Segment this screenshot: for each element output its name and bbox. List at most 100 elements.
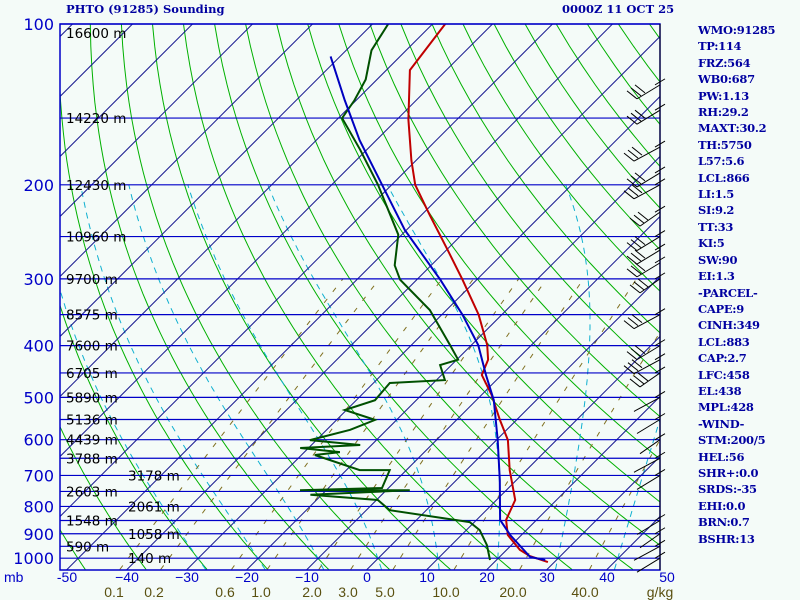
indices-panel: WMO:91285 TP:114 FRZ:564 WB0:687 PW:1.13 RH:2… (698, 22, 798, 547)
pressure-label: 600 (23, 431, 54, 450)
pressure-label: 100 (23, 15, 54, 34)
barb-flag (634, 236, 646, 245)
barb-tick (654, 353, 666, 361)
moist-adiabat (187, 184, 382, 570)
barb-flag (630, 175, 642, 185)
height-label: 9700 m (66, 272, 118, 288)
isotherm (60, 24, 433, 398)
barb-staff (636, 109, 661, 125)
barb-staff (636, 172, 661, 188)
dry-adiabat (369, 24, 660, 418)
barb-tick (654, 527, 666, 535)
moist-adiabat (614, 417, 660, 570)
barb-staff (639, 372, 661, 388)
barb-flag (637, 372, 649, 382)
moist-adiabat (267, 184, 440, 570)
isotherm (60, 24, 193, 158)
wind-barb-icon (636, 551, 666, 573)
mixing-ratio-label: 0.2 (144, 584, 164, 600)
barb-flag (634, 84, 646, 94)
height-label: 8575 m (66, 308, 118, 324)
dewpoint-line (299, 24, 491, 561)
isotherm (60, 24, 553, 518)
dry-adiabat (338, 24, 660, 460)
pressure-label: 500 (23, 388, 54, 407)
index-item: KI:5 (698, 236, 725, 251)
mixing-ratio-line (519, 331, 660, 570)
index-item: CAP:2.7 (698, 351, 747, 366)
barb-staff (636, 475, 661, 490)
pressure-label: 900 (23, 525, 54, 544)
isotherm (366, 275, 660, 570)
wind-barb-icon (639, 433, 666, 455)
mixing-ratio-label: 0.1 (104, 584, 124, 600)
mixing-ratio-label: 20.0 (499, 584, 526, 600)
index-item: RH:29.2 (698, 105, 749, 120)
barb-tick (654, 243, 666, 251)
barb-flag (631, 359, 643, 369)
barb-flag (634, 262, 646, 272)
mixing-ratio-label: 40.0 (571, 584, 598, 600)
barb-staff (636, 419, 661, 434)
wind-barb-icon (629, 205, 666, 227)
mixing-ratio-label: 5.0 (375, 584, 395, 600)
chart-time: 0000Z 11 OCT 25 (562, 2, 674, 16)
height-label: 3788 m (66, 451, 118, 467)
index-item: EL:438 (698, 383, 742, 398)
barb-flag (627, 187, 639, 197)
barb-flag (633, 375, 645, 385)
index-item: BSHR:13 (698, 531, 755, 546)
temperature-tick-label: 0 (363, 569, 371, 585)
barb-tick (654, 469, 666, 476)
wind-barb-icon (626, 78, 666, 100)
wind-barb-icon (623, 178, 666, 200)
barb-tick (654, 433, 666, 441)
barb-staff (633, 314, 661, 330)
barb-tick (654, 272, 666, 280)
dry-adiabat (493, 24, 660, 251)
barb-flag (627, 362, 639, 372)
height-label: 4439 m (66, 433, 118, 449)
mixing-ratio-label: 0.6 (215, 584, 235, 600)
height-label: 1058 m (128, 527, 180, 543)
barb-flag (623, 320, 635, 330)
barb-flag (637, 211, 649, 221)
height-label: 590 m (66, 539, 109, 555)
dry-adiabat (60, 78, 269, 570)
isotherm (306, 215, 660, 570)
dry-adiabat (152, 24, 451, 570)
height-label: 6705 m (66, 366, 118, 382)
dry-adiabat (431, 24, 660, 334)
index-item: SI:9.2 (698, 203, 735, 218)
barb-tick (654, 308, 666, 316)
barb-flag (629, 284, 641, 294)
mixing-ratio-label: 10.0 (432, 584, 459, 600)
height-label: 10960 m (66, 230, 126, 246)
barb-staff (633, 146, 661, 162)
index-item: FRZ:564 (698, 55, 751, 70)
dry-adiabat (214, 24, 573, 570)
index-item: -PARCEL- (698, 285, 758, 300)
index-item: CAPE:9 (698, 301, 744, 316)
wind-barb-icon (633, 451, 666, 473)
barb-staff (633, 457, 661, 473)
barb-flag (626, 351, 638, 361)
barb-flag (633, 281, 645, 291)
temperature-tick-label: −30 (175, 569, 199, 585)
temperature-tick-label: −10 (295, 569, 319, 585)
barb-flag (634, 249, 646, 259)
pressure-label: 200 (23, 176, 54, 195)
barb-flag (630, 239, 642, 248)
barb-tick (654, 178, 666, 186)
isotherm (546, 455, 660, 570)
barb-flag (630, 265, 642, 275)
wind-barb-icon (633, 390, 666, 412)
isotherm (60, 24, 253, 218)
temperature-tick-label: 10 (419, 569, 435, 585)
chart-title: PHTO (91285) Sounding (66, 2, 225, 16)
height-label: 1548 m (66, 513, 118, 529)
isotherm (0, 24, 12, 570)
barb-flag (634, 109, 646, 119)
wind-barb-icon (639, 527, 666, 549)
